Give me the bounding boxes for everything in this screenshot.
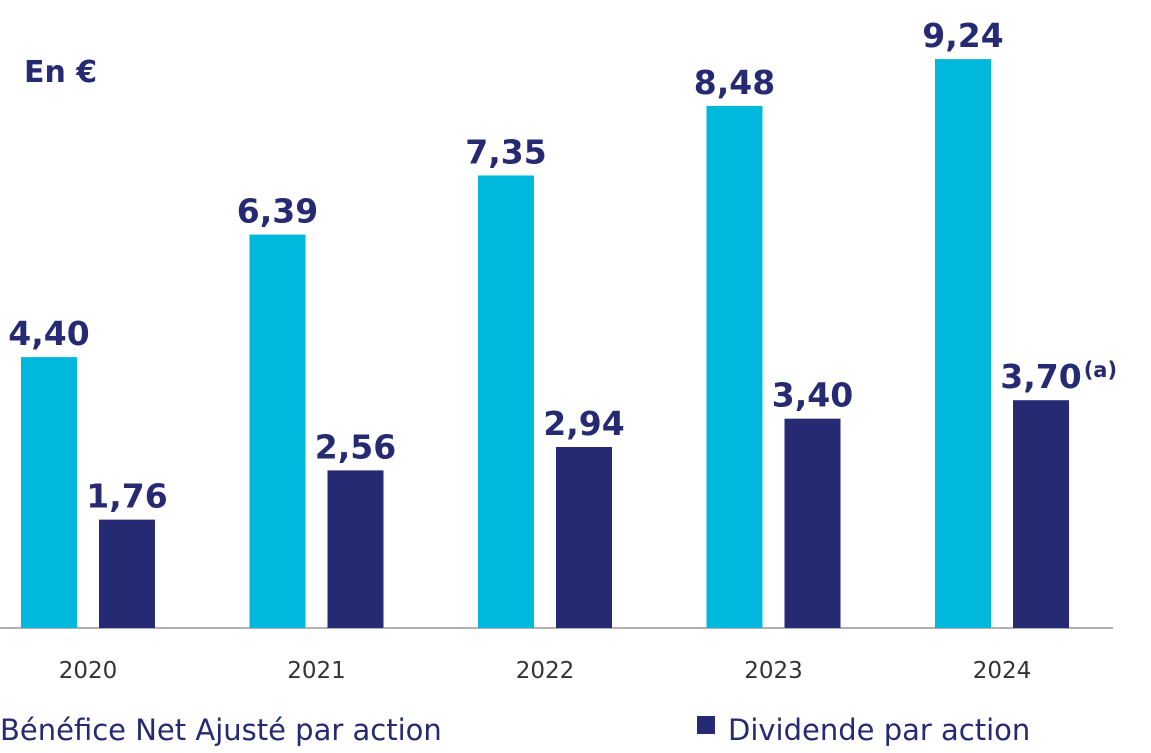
x-tick-label: 2020 [59, 658, 118, 684]
bar [706, 105, 763, 628]
legend-marker [697, 716, 715, 734]
legend-label: Bénéfice Net Ajusté par action [0, 713, 442, 747]
value-label: 8,48 [694, 63, 775, 102]
x-tick-label: 2023 [744, 658, 803, 684]
bar [478, 175, 534, 628]
bar [249, 234, 306, 628]
value-label: 4,40 [8, 314, 89, 353]
x-tick-label: 2022 [516, 658, 575, 684]
bar [327, 470, 384, 628]
bar [784, 418, 841, 628]
value-label: 2,94 [543, 404, 624, 443]
value-label: 6,39 [237, 192, 318, 231]
bar [556, 446, 612, 628]
value-label: 1,76 [86, 477, 167, 516]
chart-title: En € [24, 55, 97, 90]
x-tick-label: 2024 [973, 658, 1032, 684]
legend-label: Dividende par action [728, 713, 1030, 747]
bar [21, 357, 77, 628]
value-label: 3,70 [1000, 357, 1081, 396]
value-label: 2,56 [315, 427, 396, 466]
value-label: 3,40 [772, 376, 853, 415]
annotation: (a) [1084, 358, 1117, 382]
bar [935, 59, 991, 628]
bar [99, 519, 155, 628]
x-tick-label: 2021 [287, 658, 346, 684]
value-label: 7,35 [465, 132, 546, 171]
bar [1013, 400, 1069, 628]
value-label: 9,24 [922, 16, 1003, 55]
